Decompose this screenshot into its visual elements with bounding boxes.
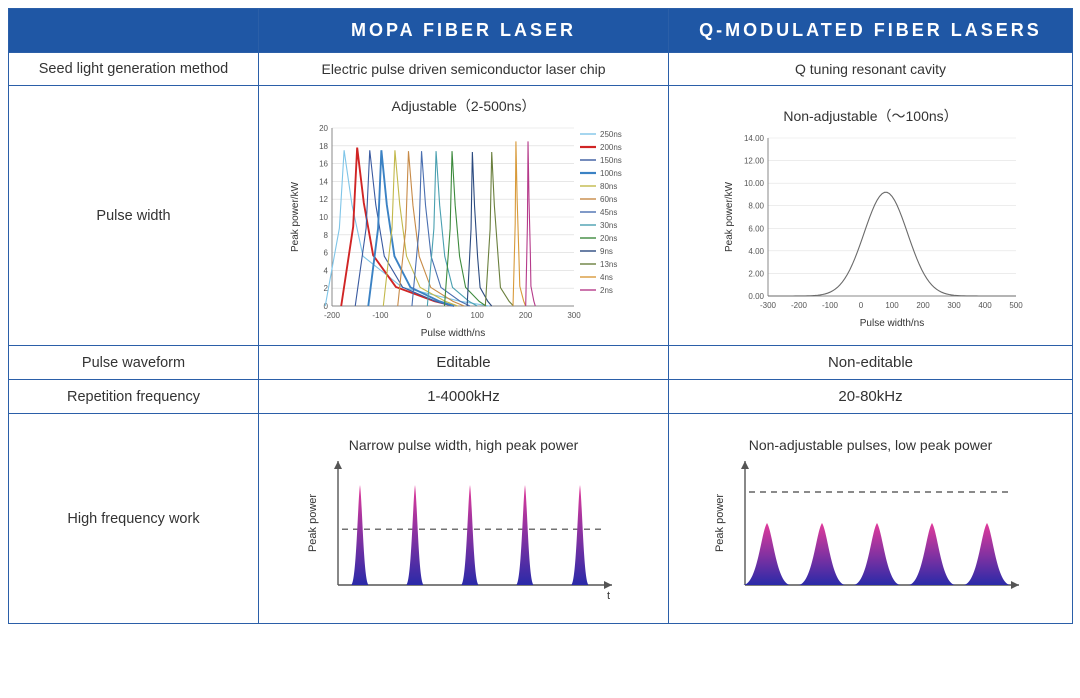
row-hfw-mopa: Narrow pulse width, high peak power Peak… xyxy=(259,414,669,624)
svg-text:200: 200 xyxy=(518,311,532,320)
header-mopa: MOPA FIBER LASER xyxy=(259,9,669,53)
svg-text:45ns: 45ns xyxy=(600,208,617,217)
row-seed-qmod: Q tuning resonant cavity xyxy=(669,53,1073,86)
svg-text:-200: -200 xyxy=(790,301,807,310)
svg-text:4: 4 xyxy=(323,266,328,275)
svg-text:100: 100 xyxy=(885,301,899,310)
svg-text:250ns: 250ns xyxy=(600,130,622,139)
svg-text:10.00: 10.00 xyxy=(743,179,764,188)
svg-text:8.00: 8.00 xyxy=(748,201,764,210)
row-seed-label: Seed light generation method xyxy=(9,53,259,86)
svg-text:500: 500 xyxy=(1009,301,1023,310)
svg-text:400: 400 xyxy=(978,301,992,310)
row-pulsewidth-label: Pulse width xyxy=(9,86,259,346)
svg-text:0: 0 xyxy=(426,311,431,320)
svg-text:Pulse width/ns: Pulse width/ns xyxy=(859,318,923,329)
row-pulsewidth-qmod: Non-adjustable（～100ns） 0.00 2.00 4.00 6.00 8… xyxy=(669,86,1073,346)
row-pulsewidth-mopa: Adjustable（2-500ns） 02468101214161820-20… xyxy=(259,86,669,346)
svg-text:10: 10 xyxy=(319,213,328,222)
svg-text:200: 200 xyxy=(916,301,930,310)
row-rep-qmod: 20-80kHz xyxy=(669,380,1073,414)
svg-text:0.00: 0.00 xyxy=(748,292,764,301)
svg-text:60ns: 60ns xyxy=(600,195,617,204)
mopa-pulsewidth-chart: 02468101214161820-200-1000100200300Pulse… xyxy=(263,120,664,340)
header-empty xyxy=(9,9,259,53)
svg-text:12.00: 12.00 xyxy=(743,156,764,165)
mopa-pulsetrain-chart: Peak power t xyxy=(263,455,664,605)
svg-text:13ns: 13ns xyxy=(600,260,617,269)
svg-text:0: 0 xyxy=(858,301,863,310)
row-waveform-mopa: Editable xyxy=(259,346,669,380)
svg-text:Pulse width/ns: Pulse width/ns xyxy=(420,328,484,339)
svg-text:9ns: 9ns xyxy=(600,247,613,256)
svg-text:6: 6 xyxy=(323,248,328,257)
svg-text:14: 14 xyxy=(319,177,328,186)
svg-text:20ns: 20ns xyxy=(600,234,617,243)
mopa-chart-title: Adjustable（2-500ns） xyxy=(263,96,664,116)
row-hfw-qmod: Non-adjustable pulses, low peak power Pe… xyxy=(669,414,1073,624)
svg-text:4.00: 4.00 xyxy=(748,246,764,255)
svg-text:12: 12 xyxy=(319,195,328,204)
svg-text:80ns: 80ns xyxy=(600,182,617,191)
svg-text:6.00: 6.00 xyxy=(748,224,764,233)
svg-text:200ns: 200ns xyxy=(600,143,622,152)
svg-text:-300: -300 xyxy=(759,301,776,310)
row-waveform-label: Pulse waveform xyxy=(9,346,259,380)
svg-text:Peak power: Peak power xyxy=(307,493,319,551)
qmod-hfw-caption: Non-adjustable pulses, low peak power xyxy=(673,437,1068,453)
header-qmod: Q-MODULATED FIBER LASERS xyxy=(669,9,1073,53)
svg-text:14.00: 14.00 xyxy=(743,134,764,143)
svg-text:16: 16 xyxy=(319,159,328,168)
row-waveform-qmod: Non-editable xyxy=(669,346,1073,380)
svg-text:-100: -100 xyxy=(821,301,838,310)
comparison-table: MOPA FIBER LASER Q-MODULATED FIBER LASER… xyxy=(8,8,1073,624)
svg-text:150ns: 150ns xyxy=(600,156,622,165)
svg-text:20: 20 xyxy=(319,124,328,133)
svg-text:Peak power/kW: Peak power/kW xyxy=(724,181,735,252)
svg-text:-200: -200 xyxy=(323,311,340,320)
mopa-hfw-caption: Narrow pulse width, high peak power xyxy=(263,437,664,453)
svg-text:2.00: 2.00 xyxy=(748,269,764,278)
svg-text:4ns: 4ns xyxy=(600,273,613,282)
row-rep-mopa: 1-4000kHz xyxy=(259,380,669,414)
svg-text:-100: -100 xyxy=(372,311,389,320)
svg-text:8: 8 xyxy=(323,230,328,239)
qmod-pulsewidth-chart: 0.00 2.00 4.00 6.00 8.00 10.00 12.00 14.00 -300 -… xyxy=(673,130,1068,330)
svg-text:Peak power: Peak power xyxy=(714,493,726,551)
qmod-pulsetrain-chart: Peak power xyxy=(673,455,1068,605)
svg-text:t: t xyxy=(606,590,609,602)
svg-text:Peak power/kW: Peak power/kW xyxy=(290,181,301,252)
row-rep-label: Repetition frequency xyxy=(9,380,259,414)
svg-text:2ns: 2ns xyxy=(600,286,613,295)
svg-text:100: 100 xyxy=(470,311,484,320)
svg-text:100ns: 100ns xyxy=(600,169,622,178)
svg-text:300: 300 xyxy=(567,311,581,320)
row-hfw-label: High frequency work xyxy=(9,414,259,624)
svg-text:18: 18 xyxy=(319,141,328,150)
svg-text:30ns: 30ns xyxy=(600,221,617,230)
qmod-chart-title: Non-adjustable（～100ns） xyxy=(673,106,1068,126)
svg-text:300: 300 xyxy=(947,301,961,310)
row-seed-mopa: Electric pulse driven semiconductor lase… xyxy=(259,53,669,86)
